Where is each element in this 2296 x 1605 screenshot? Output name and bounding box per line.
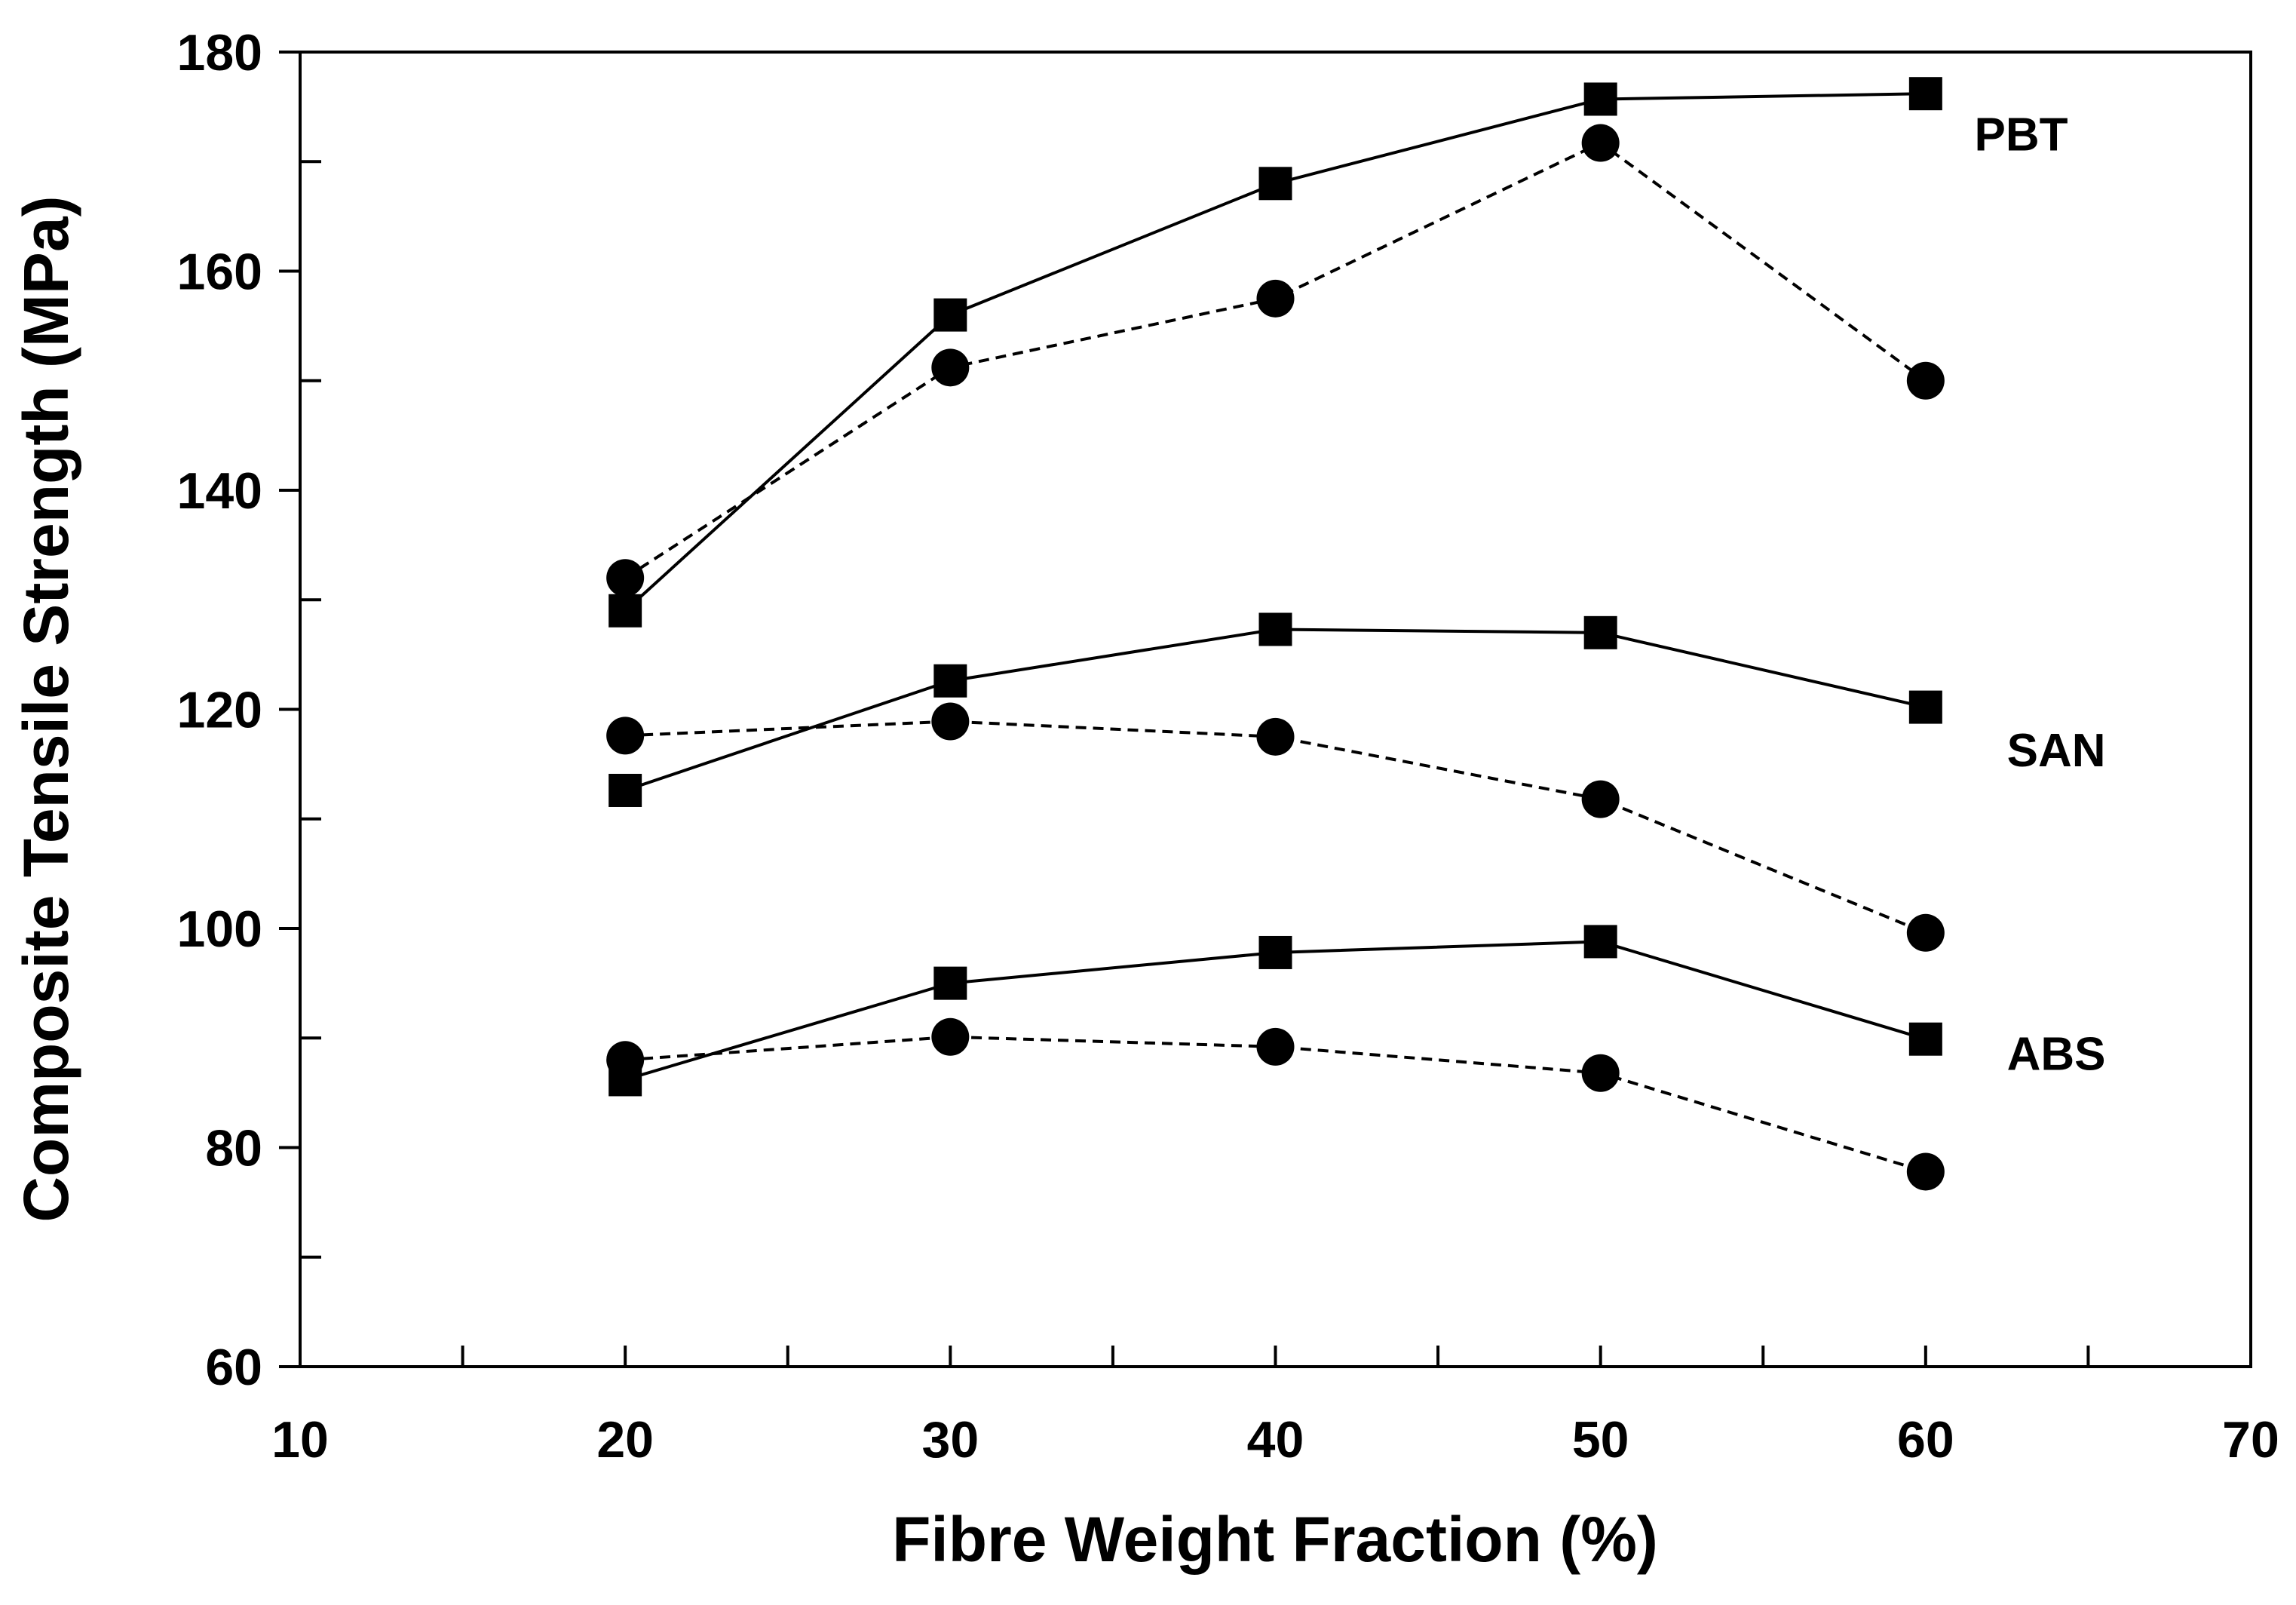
x-tick-label: 20 — [596, 1411, 654, 1468]
y-tick-label: 60 — [205, 1339, 262, 1396]
data-point-circle-abs-dashed — [606, 1041, 645, 1079]
data-point-square-san-solid — [1258, 612, 1292, 646]
data-point-square-abs-solid — [1583, 925, 1617, 959]
y-tick-label: 140 — [177, 462, 262, 520]
y-axis-title: Composite Tensile Strength (MPa) — [11, 195, 81, 1222]
data-point-square-pbt-solid — [1583, 82, 1617, 116]
data-point-circle-abs-dashed — [1581, 1054, 1620, 1092]
series-annotations: PBT SAN ABS — [1975, 109, 2106, 1081]
series-label-san: SAN — [2007, 725, 2106, 777]
data-point-circle-san-dashed — [931, 702, 970, 741]
series-label-pbt: PBT — [1975, 109, 2068, 161]
data-point-circle-abs-dashed — [1256, 1027, 1295, 1066]
data-point-square-pbt-solid — [1908, 77, 1942, 111]
data-point-circle-pbt-dashed — [1581, 124, 1620, 162]
data-point-circle-pbt-dashed — [606, 559, 645, 597]
data-point-circle-pbt-dashed — [1256, 279, 1295, 318]
x-tick-label: 50 — [1572, 1411, 1629, 1468]
y-tick-label: 180 — [177, 24, 262, 81]
x-tick-label: 40 — [1247, 1411, 1304, 1468]
data-point-square-san-solid — [1908, 690, 1942, 724]
series-line-san-solid — [624, 628, 1927, 792]
x-tick-label: 60 — [1897, 1411, 1954, 1468]
data-point-square-abs-solid — [1908, 1022, 1942, 1056]
data-point-circle-san-dashed — [1256, 717, 1295, 756]
data-point-square-abs-solid — [933, 966, 967, 1000]
x-axis-title: Fibre Weight Fraction (%) — [892, 1504, 1658, 1575]
y-tick-label: 80 — [205, 1120, 262, 1177]
series-line-pbt-dashed — [624, 141, 1927, 579]
x-tick-label: 10 — [271, 1411, 329, 1468]
data-point-square-san-solid — [608, 773, 642, 807]
series-label-abs: ABS — [2007, 1028, 2106, 1080]
data-point-circle-san-dashed — [1581, 780, 1620, 818]
plot-frame — [299, 51, 2252, 1368]
x-tick-label: 70 — [2222, 1411, 2279, 1468]
y-tick-label: 100 — [177, 901, 262, 958]
data-point-circle-pbt-dashed — [1906, 361, 1945, 400]
data-point-square-san-solid — [1583, 615, 1617, 649]
x-tick-label: 30 — [922, 1411, 979, 1468]
y-tick-label: 120 — [177, 682, 262, 739]
y-tick-label: 160 — [177, 244, 262, 301]
data-point-circle-san-dashed — [606, 717, 645, 755]
data-point-square-pbt-solid — [608, 594, 642, 628]
y-axis-ticks: 60 80 100 120 140 160 180 — [177, 24, 321, 1396]
data-point-circle-san-dashed — [1906, 913, 1945, 952]
data-point-square-abs-solid — [1258, 935, 1292, 969]
data-point-square-pbt-solid — [933, 298, 967, 332]
data-point-circle-pbt-dashed — [931, 348, 970, 387]
data-point-circle-abs-dashed — [931, 1017, 970, 1056]
data-point-square-san-solid — [933, 664, 967, 698]
x-axis-ticks: 10 20 30 40 50 60 70 — [271, 1346, 2279, 1468]
data-point-square-pbt-solid — [1258, 167, 1292, 201]
data-point-circle-abs-dashed — [1906, 1152, 1945, 1191]
series-markers — [606, 77, 1945, 1191]
